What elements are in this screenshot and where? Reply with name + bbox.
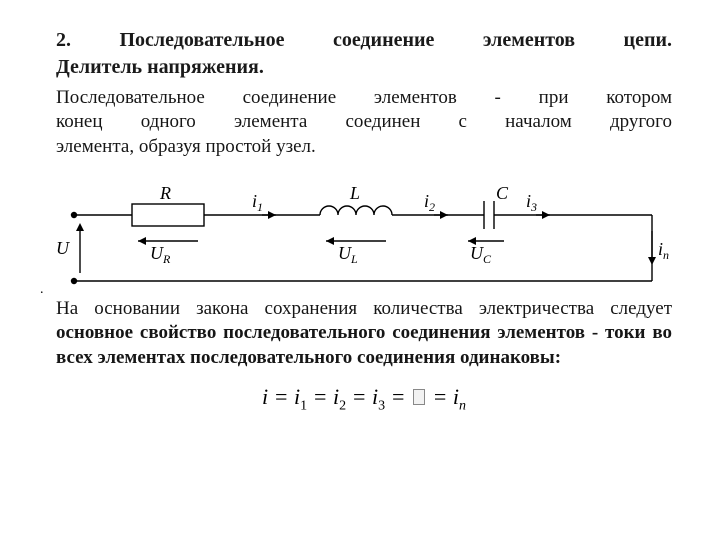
- stray-dot: .: [40, 282, 44, 298]
- circuit-figure: R L Ci1 i2 i3 in UR UL UC U: [52, 163, 672, 293]
- definition-line-2: конец одного элемента соединен с началом…: [56, 110, 672, 134]
- svg-text:UL: UL: [338, 243, 358, 266]
- svg-text:L: L: [349, 183, 360, 203]
- equation: i = i1 = i2 = i3 = = in: [56, 384, 672, 414]
- heading-line-1: 2. Последовательное соединение элементов…: [56, 28, 672, 53]
- heading-line-2: Делитель напряжения.: [56, 55, 672, 80]
- svg-text:i2: i2: [424, 191, 435, 214]
- svg-text:C: C: [496, 183, 509, 203]
- property-bold: основное свойство последовательного соед…: [56, 322, 672, 367]
- svg-text:R: R: [159, 183, 171, 203]
- svg-text:U: U: [56, 238, 70, 258]
- svg-text:UC: UC: [470, 243, 492, 266]
- definition-line-3: элемента, образуя простой узел.: [56, 135, 672, 159]
- property-intro: На основании закона сохранения количеств…: [56, 298, 672, 319]
- property-paragraph: На основании закона сохранения количеств…: [56, 297, 672, 370]
- svg-text:i1: i1: [252, 191, 263, 214]
- svg-text:UR: UR: [150, 243, 171, 266]
- ellipsis-box: [413, 389, 425, 405]
- svg-text:i3: i3: [526, 191, 537, 214]
- svg-text:in: in: [658, 239, 669, 262]
- definition-line-1: Последовательное соединение элементов - …: [56, 86, 672, 110]
